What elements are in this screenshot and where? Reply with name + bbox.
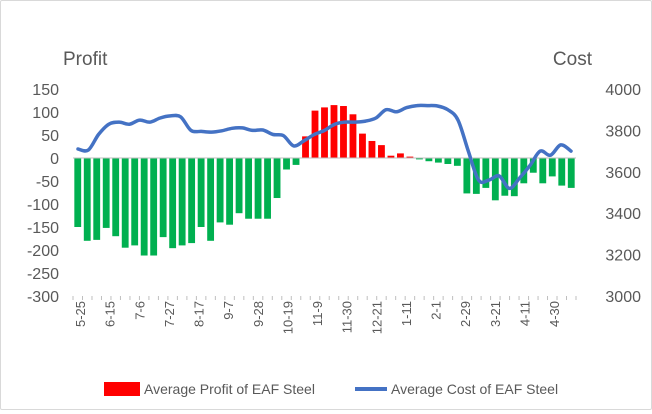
profit-bar bbox=[406, 156, 414, 158]
profit-bar bbox=[548, 158, 556, 177]
x-tick-label: 10-19 bbox=[280, 301, 295, 334]
left-axis-ticks: -300 -250 -200 -150 -100 -50 0 50 100 150 bbox=[27, 82, 59, 306]
profit-bar bbox=[235, 158, 243, 214]
left-tick-label: 50 bbox=[41, 128, 59, 145]
right-tick-label: 3200 bbox=[605, 248, 641, 265]
profit-bar bbox=[121, 158, 129, 248]
profit-bars bbox=[74, 105, 575, 256]
left-tick-label: -300 bbox=[27, 289, 59, 306]
cost-line bbox=[76, 103, 573, 191]
profit-bar bbox=[482, 158, 490, 188]
profit-bar bbox=[463, 158, 471, 194]
profit-bar bbox=[140, 158, 148, 256]
left-tick-label: -50 bbox=[36, 174, 59, 191]
left-tick-label: 150 bbox=[32, 82, 59, 99]
x-axis-tickmarks bbox=[72, 296, 577, 300]
profit-bar bbox=[340, 106, 347, 158]
profit-bar bbox=[83, 158, 91, 241]
profit-bar bbox=[93, 158, 101, 240]
profit-bar bbox=[359, 133, 366, 158]
right-tick-label: 3400 bbox=[605, 206, 641, 223]
profit-bar bbox=[444, 158, 452, 164]
legend-profit-label: Average Profit of EAF Steel bbox=[144, 381, 315, 397]
profit-bar bbox=[368, 140, 376, 158]
profit-bar bbox=[264, 158, 271, 219]
profit-bar bbox=[169, 158, 177, 249]
x-tick-label: 9-28 bbox=[251, 301, 266, 327]
right-tick-label: 3600 bbox=[605, 165, 641, 182]
profit-bar bbox=[150, 158, 158, 256]
legend-cost-label: Average Cost of EAF Steel bbox=[391, 381, 558, 397]
x-tick-label: 9-7 bbox=[221, 301, 236, 320]
x-tick-label: 2-1 bbox=[429, 301, 444, 320]
profit-bar bbox=[415, 158, 423, 160]
profit-bar bbox=[349, 114, 357, 158]
x-tick-label: 2-29 bbox=[458, 301, 473, 327]
profit-bar bbox=[302, 136, 309, 158]
profit-bar bbox=[159, 158, 167, 238]
profit-bar bbox=[397, 153, 404, 158]
x-tick-label: 4-11 bbox=[517, 301, 532, 326]
profit-bar bbox=[226, 158, 234, 225]
profit-bar bbox=[387, 155, 395, 158]
right-tick-label: 4000 bbox=[605, 82, 641, 99]
profit-bar bbox=[292, 158, 300, 165]
x-tick-label: 6-15 bbox=[103, 301, 118, 327]
left-tick-label: 100 bbox=[32, 105, 59, 122]
profit-bar bbox=[178, 158, 186, 246]
profit-bar bbox=[283, 158, 290, 170]
profit-bar bbox=[216, 158, 224, 223]
x-tick-label: 4-30 bbox=[547, 301, 562, 327]
left-tick-label: 0 bbox=[50, 151, 59, 168]
profit-bar bbox=[273, 158, 281, 199]
x-tick-label: 11-9 bbox=[310, 301, 325, 326]
profit-bar bbox=[501, 158, 509, 196]
profit-bar bbox=[321, 107, 328, 158]
right-tick-label: 3000 bbox=[605, 289, 641, 306]
profit-bar bbox=[131, 158, 139, 246]
profit-bar bbox=[254, 158, 262, 219]
profit-bar bbox=[245, 158, 252, 219]
right-axis-title: Cost bbox=[553, 49, 593, 70]
x-tick-label: 5-25 bbox=[73, 301, 88, 327]
left-tick-label: -150 bbox=[27, 220, 59, 237]
profit-bar bbox=[510, 158, 518, 197]
x-tick-label: 7-6 bbox=[132, 301, 147, 320]
x-tick-label: 7-27 bbox=[162, 301, 177, 327]
profit-bar bbox=[197, 158, 205, 227]
profit-bar bbox=[74, 158, 82, 227]
profit-bar bbox=[330, 105, 338, 158]
profit-bar bbox=[112, 158, 120, 237]
right-axis-ticks: 3000 3200 3400 3600 3800 4000 bbox=[605, 82, 641, 306]
x-tick-label: 12-21 bbox=[369, 301, 384, 334]
profit-bar bbox=[529, 158, 537, 173]
profit-bar bbox=[539, 158, 547, 184]
legend-profit-swatch bbox=[104, 382, 140, 396]
x-tick-label: 3-21 bbox=[488, 301, 503, 327]
left-tick-label: -100 bbox=[27, 197, 59, 214]
x-tick-label: 1-11 bbox=[399, 301, 414, 326]
profit-bar bbox=[207, 158, 215, 241]
x-tick-label: 8-17 bbox=[192, 301, 207, 327]
profit-bar bbox=[102, 158, 110, 228]
left-tick-label: -250 bbox=[27, 266, 59, 283]
profit-bar bbox=[567, 158, 575, 188]
left-tick-label: -200 bbox=[27, 243, 59, 260]
profit-bar bbox=[491, 158, 499, 201]
left-axis-title: Profit bbox=[63, 49, 108, 70]
profit-bar bbox=[453, 158, 461, 166]
profit-bar bbox=[434, 158, 442, 163]
profit-bar bbox=[425, 158, 433, 162]
profit-bar bbox=[558, 158, 566, 186]
x-tick-label: 11-30 bbox=[340, 301, 355, 333]
legend: Average Profit of EAF Steel Average Cost… bbox=[104, 381, 558, 397]
profit-bar bbox=[378, 145, 385, 158]
right-tick-label: 3800 bbox=[605, 123, 641, 140]
x-axis-ticks: 5-25 6-15 7-6 7-27 8-17 9-7 9-28 10-19 11-9 11-30… bbox=[73, 301, 562, 334]
profit-bar bbox=[188, 158, 196, 244]
